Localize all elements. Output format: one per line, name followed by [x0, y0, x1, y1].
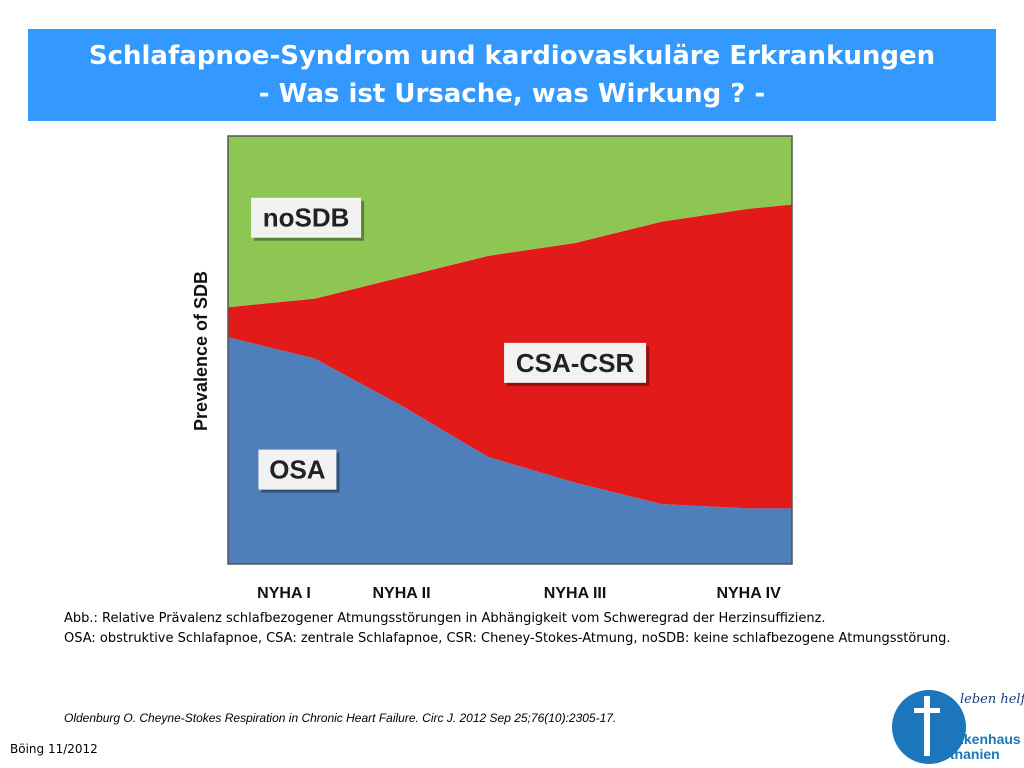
logo-name: Krankenhaus Bethanien — [932, 731, 1021, 762]
svg-text:noSDB: noSDB — [263, 203, 350, 233]
title-line-2: - Was ist Ursache, was Wirkung ? - — [258, 79, 766, 109]
slide-title: Schlafapnoe-Syndrom und kardiovaskuläre … — [28, 29, 996, 121]
plot-border — [227, 135, 793, 565]
logo-tagline: leben helfen — [960, 692, 1024, 707]
x-tick-label: NYHA II — [372, 585, 430, 602]
prevalence-area-chart: Prevalence of SDB OSA CSA-CSR noSDB NYHA I… — [191, 135, 793, 602]
area-nosdb — [228, 136, 792, 308]
area-osa — [228, 337, 792, 564]
figure-caption: Abb.: Relative Prävalenz schlafbezogener… — [64, 609, 951, 649]
x-tick-label: NYHA III — [544, 585, 607, 602]
hospital-logo: leben helfen Krankenhaus Bethanien — [888, 688, 1024, 768]
caption-line-2: OSA: obstruktive Schlafapnoe, CSA: zentr… — [64, 631, 951, 646]
author-date: Böing 11/2012 — [10, 742, 98, 756]
series-label-nosdb: noSDB — [251, 197, 365, 241]
svg-text:CSA-CSR: CSA-CSR — [516, 348, 635, 378]
series-label-csa-csr: CSA-CSR — [504, 342, 650, 386]
series-label-osa: OSA — [258, 449, 340, 493]
svg-text:OSA: OSA — [269, 455, 326, 485]
caption-line-1: Abb.: Relative Prävalenz schlafbezogener… — [64, 611, 826, 626]
y-axis-label: Prevalence of SDB — [191, 271, 211, 431]
logo-cross-icon — [924, 696, 930, 756]
x-tick-label: NYHA IV — [716, 585, 781, 602]
x-tick-label: NYHA I — [257, 585, 311, 602]
citation: Oldenburg O. Cheyne-Stokes Respiration i… — [64, 711, 617, 725]
title-line-1: Schlafapnoe-Syndrom und kardiovaskuläre … — [88, 41, 936, 71]
